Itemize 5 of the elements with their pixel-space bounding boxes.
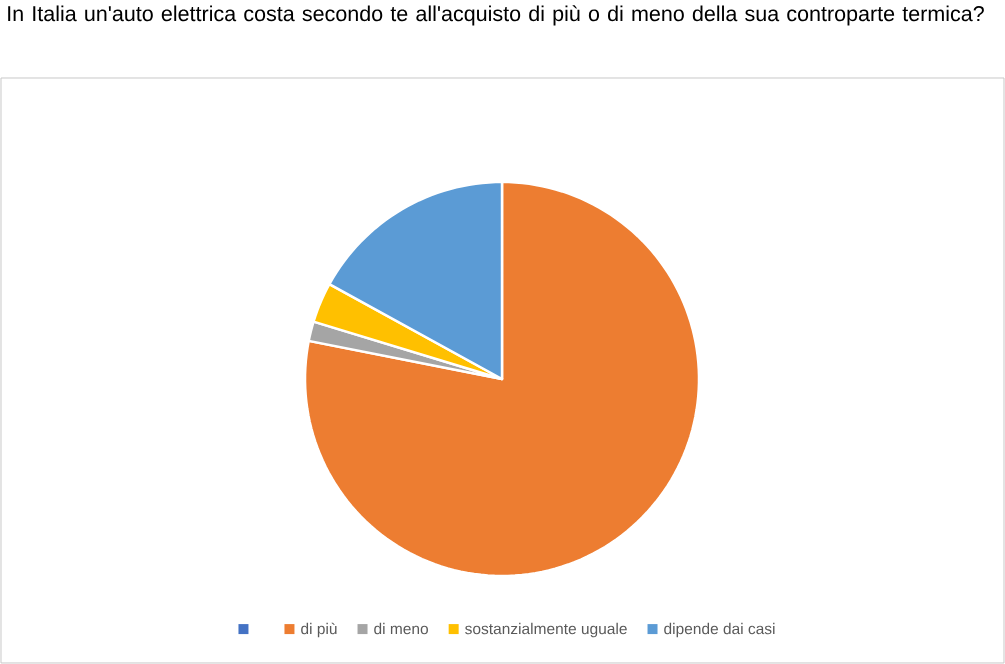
legend-label: sostanzialmente uguale	[465, 622, 627, 638]
legend-label: di più	[301, 622, 337, 638]
legend-label: di meno	[374, 622, 428, 635]
chart-title: In Italia un'auto elettrica costa secondo te all'acquisto di più o di meno della sua controparte termica?	[8, 5, 984, 26]
legend-label: dipende dai casi	[664, 622, 775, 638]
